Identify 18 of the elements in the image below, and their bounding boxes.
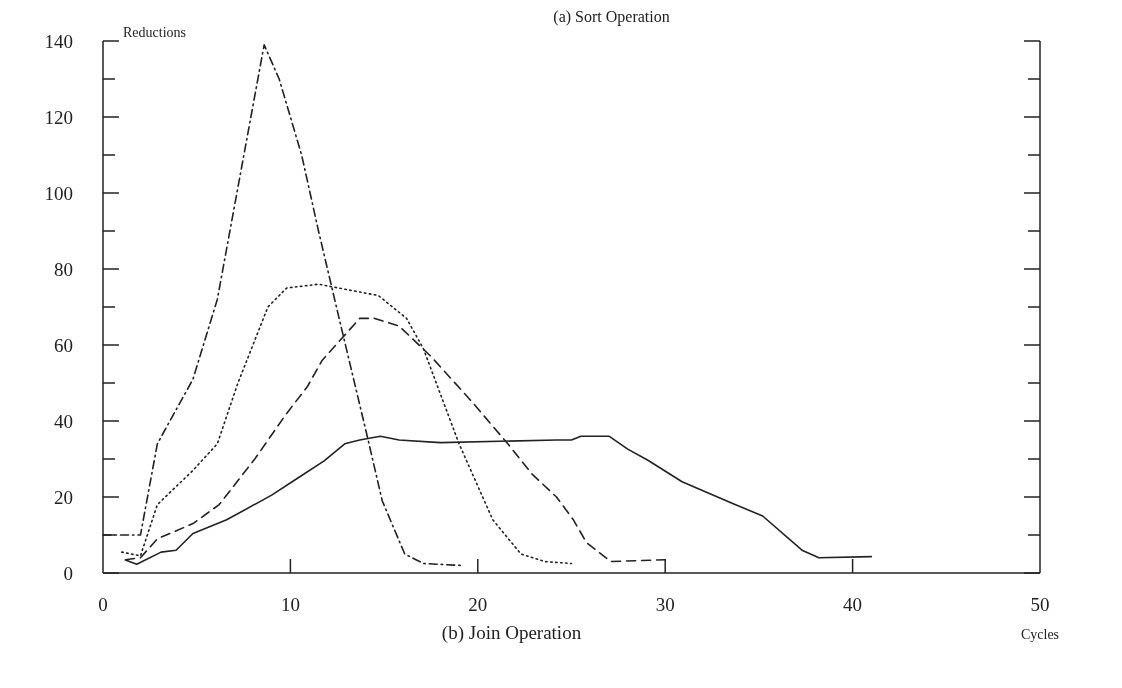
x-tick-label: 40 [843,594,863,615]
x-tick-label: 20 [468,594,488,615]
y-tick-label: 100 [44,182,73,204]
y-tick-label: 80 [54,258,73,280]
y-tick-label: 0 [63,562,73,584]
x-tick-label: 50 [1030,594,1050,615]
y-tick-label: 120 [44,106,73,128]
x-tick-label: 0 [98,594,108,615]
y-tick-label: 140 [44,30,73,52]
text: (a) Sort Operation [553,8,670,26]
x-tick-label: 30 [655,594,675,615]
x-axis-title: Cycles [1020,627,1060,642]
y-tick-label: 40 [54,410,73,432]
y-tick-label: 20 [54,486,73,508]
y-tick-label: 60 [54,334,73,356]
x-tick-label: 10 [280,594,300,615]
text: (b) Join Operation [441,622,582,644]
y-axis-title: Reductions [123,25,186,40]
